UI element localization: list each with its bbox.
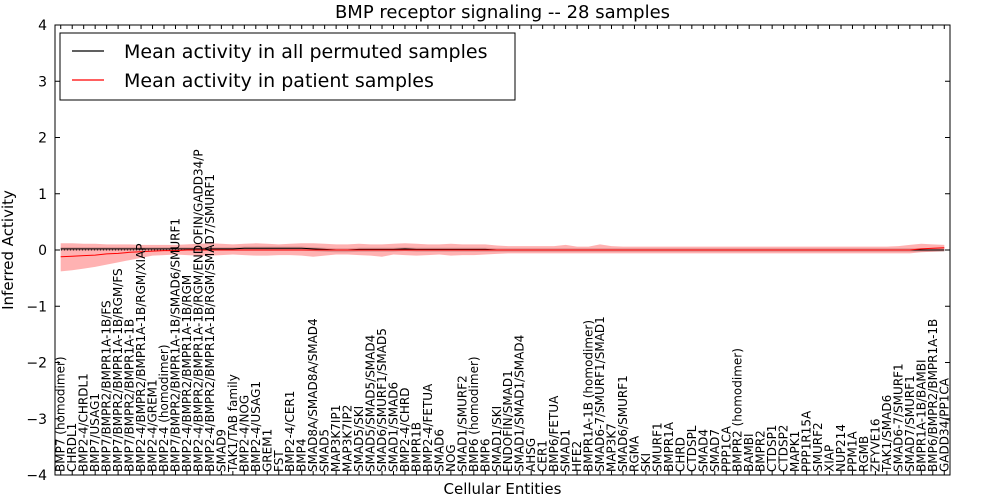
category-label: BMPR2 (homodimer) bbox=[731, 348, 745, 472]
category-label: BMPR1A-1B/BAMBI bbox=[914, 359, 928, 472]
category-label: AHSG bbox=[524, 438, 538, 472]
category-label: BMP2-4/CER1 bbox=[283, 391, 297, 472]
category-label: PPM1A bbox=[846, 431, 860, 472]
category-label: BMP2-4/BMPR2/BMPR1A-1B/RGM/SMAD7/SMURF1 bbox=[203, 174, 217, 472]
category-label: RGMA bbox=[628, 435, 642, 472]
category-label: BMPR1B bbox=[409, 422, 423, 472]
category-label: SMAD4 bbox=[696, 429, 710, 472]
category-label: SMAD6/SMURF1 bbox=[616, 375, 630, 472]
y-tick-label: −4 bbox=[26, 468, 47, 484]
category-label: CTDSPL bbox=[685, 425, 699, 472]
category-label: MAPK1 bbox=[788, 431, 802, 472]
x-axis-label: Cellular Entities bbox=[444, 480, 562, 498]
legend-entry: Mean activity in all permuted samples bbox=[124, 41, 487, 63]
category-label: BAMBI bbox=[742, 433, 756, 472]
category-label: SMAD7 bbox=[708, 429, 722, 472]
y-tick-label: 3 bbox=[38, 74, 47, 90]
category-label: CHRD bbox=[673, 437, 687, 472]
category-label: BMPR1A bbox=[662, 421, 676, 472]
category-label: SMAD6 bbox=[432, 429, 446, 472]
category-label: BMP7/USAG1 bbox=[88, 393, 102, 472]
category-label: BMP2-4/CHRDL1 bbox=[77, 373, 91, 472]
category-label: BMP2-4/BMPR2/BMPR1A-1B/RGM bbox=[180, 275, 194, 472]
category-label: NUP214 bbox=[834, 424, 848, 472]
category-label: NOG bbox=[444, 444, 458, 472]
y-tick-label: 1 bbox=[38, 187, 47, 203]
y-tick-label: 4 bbox=[38, 18, 47, 34]
category-label: CTDSP2 bbox=[777, 425, 791, 472]
category-label: PPP1R15A bbox=[800, 410, 814, 472]
category-label: RGMB bbox=[857, 436, 871, 472]
category-label: SMAD1 bbox=[559, 429, 573, 472]
chart-title: BMP receptor signaling -- 28 samples bbox=[335, 2, 670, 23]
category-label: BMP2-4/NOG bbox=[237, 395, 251, 472]
y-tick-label: −3 bbox=[26, 412, 47, 428]
category-label: BMP2-4 (homodimer) bbox=[157, 344, 171, 472]
category-label: BMPR1A-1B (homodimer) bbox=[582, 320, 596, 472]
category-label: ENDOFIN/SMAD1 bbox=[501, 370, 515, 472]
category-label: SMAD5/SKI bbox=[352, 406, 366, 472]
legend-entry: Mean activity in patient samples bbox=[124, 70, 434, 92]
category-label: FST bbox=[272, 450, 286, 472]
category-label: BMP7/BMPR2/BMPR1A-1B/SMAD6/SMURF1 bbox=[169, 218, 183, 472]
category-label: GADD34/PP1CA bbox=[937, 377, 951, 472]
category-label: MAP3K7 bbox=[605, 423, 619, 472]
category-label: GREM1 bbox=[260, 429, 274, 472]
category-label: SMAD5 bbox=[318, 429, 332, 472]
category-label: CER1 bbox=[536, 440, 550, 472]
category-label: BMP7 (homodimer) bbox=[54, 356, 68, 472]
category-label: SMAD6-7/SMURF1 bbox=[891, 363, 905, 472]
patient-mean-line bbox=[60, 247, 945, 258]
y-axis-label: Inferred Activity bbox=[0, 190, 17, 310]
legend: Mean activity in all permuted samples Mea… bbox=[59, 32, 516, 101]
category-label: BMPR2 bbox=[754, 430, 768, 472]
category-label: BMP6/BMPR2/BMPR1A-1B bbox=[926, 319, 940, 472]
category-label: BMP2-4/BMPR2/BMPR1A-1B/RGM/XIAP bbox=[134, 243, 148, 472]
category-label: SMAD1/SMURF2 bbox=[455, 375, 469, 472]
category-label: BMP4 bbox=[295, 439, 309, 472]
category-label: SMAD1/SMAD6 bbox=[387, 382, 401, 472]
category-label: XIAP bbox=[823, 445, 837, 472]
category-label: SMAD7/SMURF1 bbox=[903, 375, 917, 472]
category-label: BMP6/FETUA bbox=[547, 395, 561, 472]
category-label: SMAD5/SMAD5/SMAD4 bbox=[364, 335, 378, 472]
category-label: SMAD1/SKI bbox=[490, 406, 504, 472]
category-label: BMP7/BMPR2/BMPR1A-1B/FS bbox=[100, 300, 114, 472]
y-tick-label: −2 bbox=[26, 356, 47, 372]
category-label: BMP2-4/FETUA bbox=[421, 383, 435, 472]
category-label: CHRDL1 bbox=[65, 423, 79, 472]
category-label: TAK1/SMAD6 bbox=[880, 395, 894, 473]
category-label: SMAD8A/SMAD8A/SMAD4 bbox=[306, 318, 320, 472]
category-label: SKI bbox=[639, 453, 653, 472]
category-label: BMP7/BMPR2/BMPR1A-1B/RGM/FS bbox=[111, 268, 125, 472]
category-label: BMP2-4/BMPR2/BMPR1A-1B/RGM/ENDOFIN/GADD3… bbox=[191, 149, 205, 472]
legend-box bbox=[59, 32, 516, 101]
category-label: SMURF1 bbox=[650, 422, 664, 472]
category-label: TAK1/TAB family bbox=[226, 374, 240, 473]
category-label: SMAD9 bbox=[214, 429, 228, 472]
y-tick-label: −1 bbox=[26, 299, 47, 315]
y-tick-label: 0 bbox=[38, 243, 47, 259]
category-label: ZFYVE16 bbox=[868, 418, 882, 472]
y-tick-label: 2 bbox=[38, 131, 47, 147]
category-label: BMP6 bbox=[478, 439, 492, 472]
category-label: HFE2 bbox=[570, 441, 584, 472]
category-label: SMAD1/SMAD1/SMAD4 bbox=[513, 335, 527, 472]
category-label: SMAD6-7/SMURF1/SMAD1 bbox=[593, 316, 607, 472]
category-label: BMP2-4/GREM1 bbox=[146, 379, 160, 472]
category-label: PPP1CA bbox=[719, 425, 733, 472]
category-label: BMP6 (homodimer) bbox=[467, 356, 481, 472]
category-label: SMAD6/SMURF1/SMAD5 bbox=[375, 328, 389, 472]
category-label: CTDSP1 bbox=[765, 425, 779, 472]
category-label: MAP3K7IP1 bbox=[329, 405, 343, 472]
category-label: BMP7/BMPR2/BMPR1A-1B bbox=[123, 319, 137, 472]
category-label: SMURF2 bbox=[811, 422, 825, 472]
category-label: BMP2-4/CHRD bbox=[398, 388, 412, 472]
category-label: BMP2-4/USAG1 bbox=[249, 381, 263, 472]
category-label: MAP3K7IP2 bbox=[341, 405, 355, 472]
